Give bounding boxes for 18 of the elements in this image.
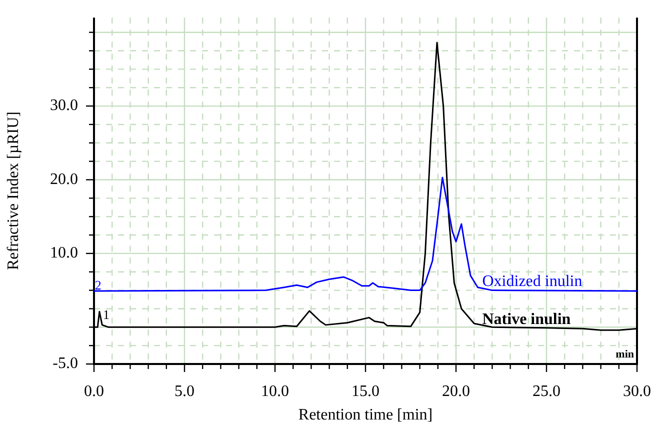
x-axis-title: Retention time [min] bbox=[298, 406, 433, 424]
series-label: Oxidized inulin bbox=[482, 273, 582, 290]
x-tick-label: 25.0 bbox=[532, 382, 560, 400]
x-tick-label: 15.0 bbox=[352, 382, 380, 400]
x-tick-label: 5.0 bbox=[174, 382, 194, 400]
y-tick-label: -5.0 bbox=[52, 355, 78, 372]
y-axis-title: Refractive Index [µRIU] bbox=[4, 112, 22, 270]
x-tick-label: 20.0 bbox=[442, 382, 470, 400]
y-tick-label: 30.0 bbox=[50, 97, 78, 114]
annotation: 2 bbox=[94, 277, 102, 292]
annotation: min bbox=[616, 348, 634, 360]
x-tick-label: 30.0 bbox=[623, 382, 651, 400]
y-tick-label: 10.0 bbox=[50, 244, 78, 262]
y-tick-label: 20.0 bbox=[50, 170, 78, 188]
series-label: Native inulin bbox=[482, 310, 571, 328]
x-tick-label: 10.0 bbox=[261, 382, 289, 400]
annotation: 1 bbox=[103, 306, 110, 322]
x-tick-label: 0.0 bbox=[84, 382, 104, 400]
